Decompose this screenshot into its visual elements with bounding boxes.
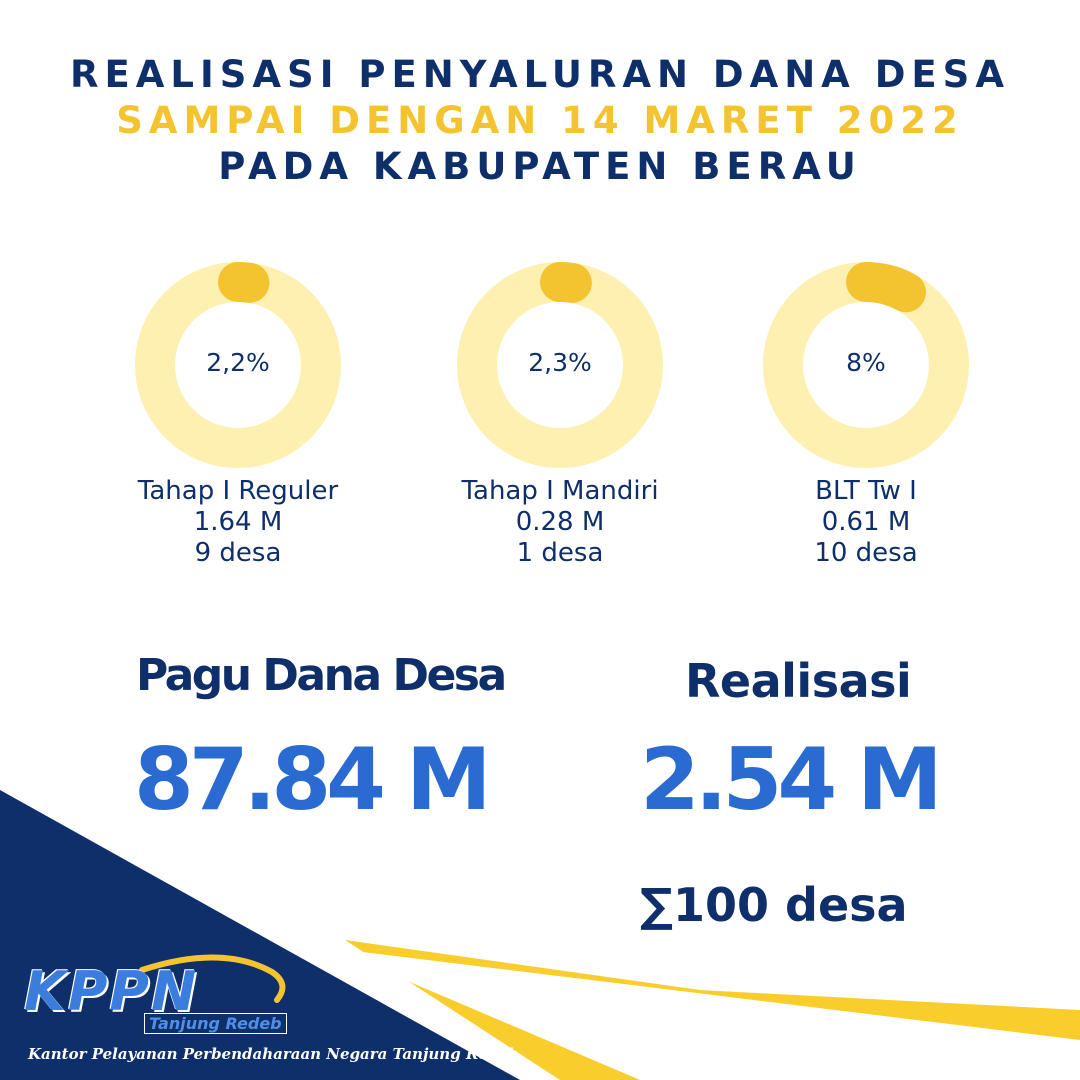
stage-villages: 10 desa — [814, 538, 918, 568]
stage-villages: 9 desa — [194, 538, 282, 568]
total-villages: ∑100 desa — [640, 878, 908, 932]
donut-chart-reguler: 2,2% — [135, 262, 341, 468]
donut-percent: 8% — [846, 347, 886, 377]
stage-amount: 1.64 M — [193, 507, 283, 537]
headline-date: SAMPAI DENGAN 14 MARET 2022 — [116, 99, 964, 142]
donut-label-blt: BLT Tw I 0.61 M 10 desa — [716, 476, 1016, 569]
pagu-title: Pagu Dana Desa — [136, 650, 507, 701]
navy-wedge — [0, 790, 520, 1080]
stage-name: Tahap I Reguler — [137, 476, 339, 506]
headline-region: PADA KABUPATEN BERAU — [218, 145, 862, 188]
donut-percent: 2,2% — [206, 347, 270, 377]
stage-amount: 0.28 M — [515, 507, 605, 537]
stage-name: BLT Tw I — [815, 476, 917, 506]
donut-progress — [763, 262, 969, 468]
kppn-logo-subtitle: Tanjung Redeb — [144, 1013, 287, 1034]
realisasi-title: Realisasi — [685, 654, 912, 708]
donut-label-mandiri: Tahap I Mandiri 0.28 M 1 desa — [410, 476, 710, 569]
donut-progress — [135, 262, 341, 468]
donut-chart-blt: 8% — [763, 262, 969, 468]
office-name: Kantor Pelayanan Perbendaharaan Negara T… — [28, 1045, 519, 1063]
white-curve — [330, 948, 1080, 1080]
pagu-value: 87.84 M — [134, 730, 492, 830]
donut-percent: 2,3% — [528, 347, 592, 377]
headline-title: REALISASI PENYALURAN DANA DESA — [70, 53, 1010, 96]
donut-progress — [457, 262, 663, 468]
donut-label-reguler: Tahap I Reguler 1.64 M 9 desa — [88, 476, 388, 569]
stage-amount: 0.61 M — [821, 507, 911, 537]
donut-chart-mandiri: 2,3% — [457, 262, 663, 468]
stage-villages: 1 desa — [516, 538, 604, 568]
realisasi-value: 2.54 M — [640, 730, 943, 830]
stage-name: Tahap I Mandiri — [461, 476, 659, 506]
kppn-logo: KPPN — [24, 960, 199, 1023]
kppn-logo-swoosh — [139, 954, 286, 1003]
